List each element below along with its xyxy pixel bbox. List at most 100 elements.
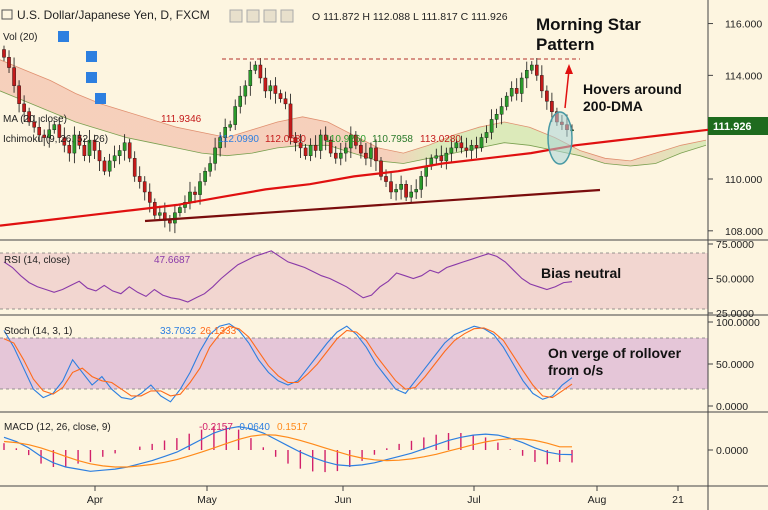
candle	[474, 145, 479, 149]
y-tick-label: 100.0000	[716, 317, 760, 329]
candle	[328, 139, 333, 154]
y-tick-label: 110.000	[725, 174, 762, 186]
candle	[22, 103, 26, 112]
eye-icon[interactable]	[246, 9, 260, 23]
candle	[208, 163, 212, 172]
macd-value-2: -0.0640	[236, 422, 270, 433]
candle	[97, 150, 102, 162]
vol-settings-icon[interactable]	[58, 31, 69, 42]
candle	[303, 147, 308, 156]
rsi-line	[3, 250, 573, 303]
y-tick-label: 0.0000	[716, 401, 748, 413]
candle	[273, 85, 278, 94]
candle	[519, 77, 524, 94]
candle	[37, 126, 41, 136]
candle	[464, 147, 469, 151]
arrow-annotation	[564, 64, 573, 109]
ichimoku-value-3: 110.9260	[325, 134, 366, 145]
candle	[374, 147, 378, 162]
stoch-legend: Stoch (14, 3, 1)	[4, 326, 72, 337]
y-tick-label: 114.000	[725, 70, 762, 82]
candle	[530, 64, 534, 71]
y-tick-label: 0.0000	[716, 445, 748, 457]
candle	[188, 191, 192, 203]
ichimoku-value-4: 110.7958	[372, 134, 413, 145]
ma3-settings-icon[interactable]	[95, 93, 106, 104]
x-tick-label: Jul	[467, 494, 480, 506]
candle	[494, 113, 499, 120]
settings-icon[interactable]	[229, 9, 243, 23]
macd-signal-line	[3, 434, 572, 468]
candle	[454, 142, 459, 149]
chart-type-icon[interactable]	[1, 9, 13, 20]
dma-label-line1: Hovers around	[583, 81, 682, 97]
y-tick-label: 75.0000	[716, 239, 754, 251]
candle	[394, 189, 398, 193]
x-tick-label: May	[197, 494, 218, 506]
candle	[444, 152, 449, 162]
candle	[168, 220, 172, 224]
candle	[127, 142, 132, 159]
candle	[419, 176, 424, 190]
y-tick-label: 108.000	[725, 226, 763, 238]
candle	[218, 137, 222, 149]
stoch-band	[0, 338, 708, 389]
candle	[62, 137, 67, 146]
candle	[82, 145, 87, 156]
candle	[122, 142, 127, 151]
macd-legend: MACD (12, 26, close, 9)	[4, 422, 111, 433]
ichimoku-cloud	[0, 59, 706, 166]
candle	[313, 145, 318, 151]
pattern-label-line1: Morning Star	[536, 15, 641, 34]
candle	[7, 57, 11, 68]
candle	[545, 90, 549, 102]
candle	[479, 137, 484, 149]
candle	[233, 106, 238, 125]
candle	[258, 64, 263, 79]
vol-label: Vol (20)	[3, 32, 37, 43]
candle	[369, 147, 373, 159]
candle	[42, 134, 46, 138]
candle	[359, 145, 363, 154]
rsi-note: Bias neutral	[541, 265, 621, 281]
candle	[349, 134, 353, 149]
stoch-d-value: 26.1333	[200, 326, 237, 337]
candle	[489, 119, 494, 133]
candle	[183, 202, 187, 208]
candle	[308, 145, 313, 156]
candle	[193, 191, 197, 195]
rsi-legend: RSI (14, close)	[4, 255, 70, 266]
last-price-tag: 111.926	[708, 117, 768, 135]
candle	[298, 142, 303, 149]
candle	[203, 170, 207, 182]
candle	[72, 134, 77, 154]
candle	[514, 88, 519, 94]
close-icon[interactable]	[263, 9, 277, 23]
x-tick-label: Jun	[335, 494, 352, 506]
candle	[434, 155, 439, 159]
candle	[278, 93, 283, 99]
candle	[52, 124, 57, 130]
candle	[243, 85, 248, 97]
candle	[27, 111, 31, 123]
candle	[439, 155, 444, 162]
candle	[238, 95, 243, 107]
candle	[354, 134, 358, 146]
candle	[12, 67, 16, 86]
ichimoku-value-2: 112.0680	[265, 134, 306, 145]
macd-value-3: 0.1517	[277, 422, 308, 433]
ichimoku-label: Ichimoku (9, 26, 52, 26)	[3, 134, 108, 145]
more-icon[interactable]	[280, 9, 294, 23]
candle	[87, 139, 92, 156]
candle	[248, 69, 253, 86]
ichimoku-value-5: 113.0280	[420, 134, 461, 145]
candle	[107, 160, 112, 172]
stoch-k-value: 33.7032	[160, 326, 197, 337]
x-tick-label: 21	[672, 494, 684, 506]
ma1-settings-icon[interactable]	[86, 51, 97, 62]
ma-settings-icon[interactable]	[86, 72, 97, 83]
candle	[499, 106, 504, 115]
candle	[147, 191, 152, 203]
x-tick-label: Apr	[87, 494, 104, 506]
rsi-value: 47.6687	[154, 255, 191, 266]
